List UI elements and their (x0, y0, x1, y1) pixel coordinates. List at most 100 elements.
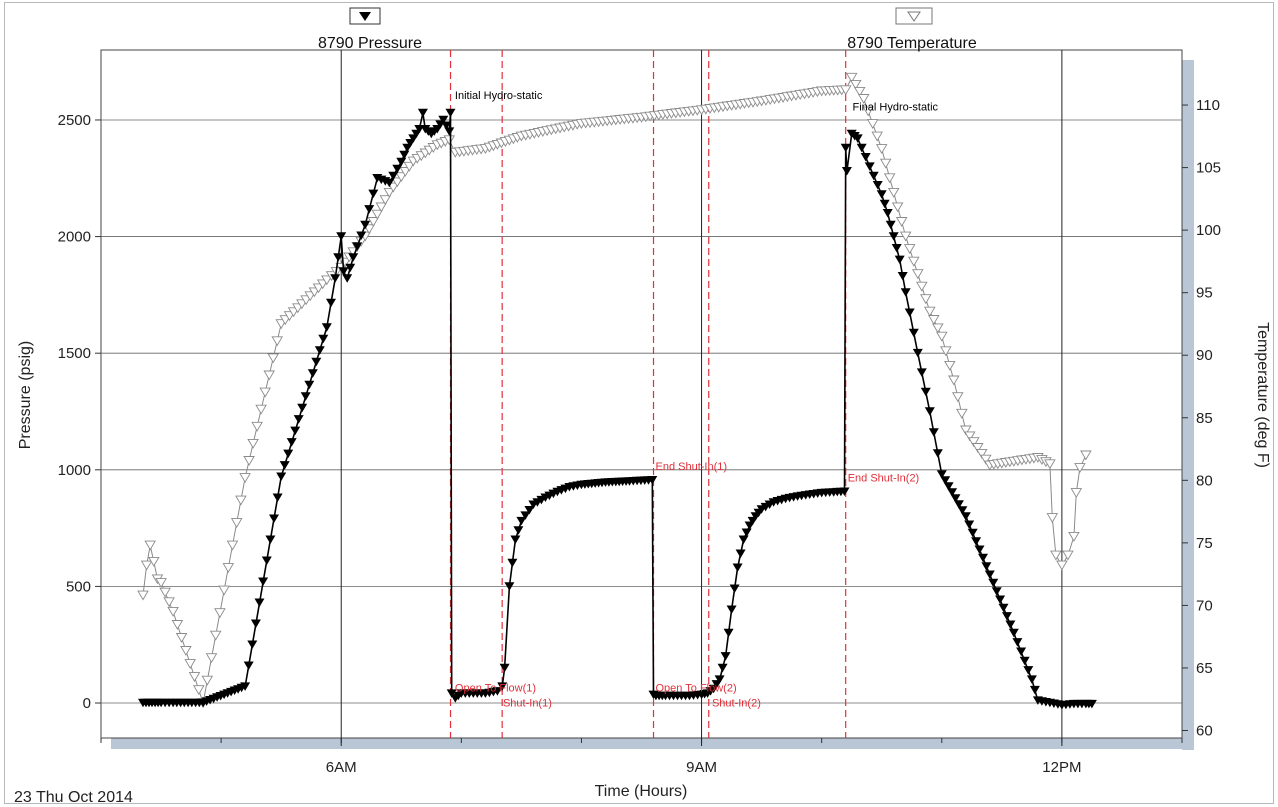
y2-tick-label: 95 (1196, 285, 1213, 302)
pressure-point (524, 506, 535, 515)
x-axis-title: Time (Hours) (595, 783, 688, 800)
temperature-point (839, 85, 852, 96)
pressure-point (330, 274, 341, 283)
pressure-point (726, 605, 737, 614)
pressure-point (964, 520, 975, 529)
pressure-point (1086, 699, 1097, 709)
temperature-point (403, 161, 416, 172)
temperature-point (857, 94, 870, 104)
temperature-point (251, 421, 263, 432)
temperature-point (383, 187, 396, 198)
pressure-point (368, 189, 379, 199)
pressure-point (314, 346, 325, 355)
pressure-point (957, 506, 968, 515)
pressure-point (444, 127, 455, 136)
x-tick-label: 9AM (686, 759, 717, 776)
temperature-point (853, 86, 866, 97)
pressure-point (732, 563, 743, 572)
pressure-point (729, 584, 740, 593)
pressure-point (510, 535, 521, 544)
pressure-point (916, 368, 927, 377)
temperature-point (167, 606, 179, 617)
pressure-point (293, 415, 304, 424)
temperature-point (235, 495, 247, 506)
temperature-point (1056, 560, 1068, 571)
pressure-point (714, 675, 725, 684)
x-tick-label: 6AM (326, 759, 357, 776)
temperature-point (891, 202, 904, 213)
pressure-point (932, 449, 943, 458)
pressure-point (507, 558, 518, 568)
temperature-point (866, 119, 879, 129)
y-axis-title: Pressure (psig) (17, 341, 34, 449)
pressure-point (900, 288, 911, 297)
pressure-point (243, 661, 254, 670)
pressure-point (894, 255, 905, 265)
y2-tick-label: 90 (1196, 347, 1213, 364)
temperature-point (226, 540, 239, 551)
y2-tick-label: 80 (1196, 472, 1213, 489)
pressure-point (250, 619, 261, 628)
temperature-point (960, 425, 972, 436)
pressure-point (1005, 620, 1016, 629)
y2-axis-title: Temperature (deg F) (1254, 322, 1271, 468)
pressure-point (974, 545, 985, 554)
event-annotation: Shut-In(1) (503, 698, 552, 710)
temperature-point (936, 331, 948, 342)
temperature-point (222, 563, 235, 573)
temperature-point (972, 443, 984, 453)
event-annotation: Initial Hydro-static (455, 90, 543, 102)
temperature-point (871, 131, 883, 142)
temperature-point (845, 72, 858, 83)
pressure-point (520, 511, 531, 520)
pressure-point (1012, 638, 1023, 647)
event-annotation: End Shut-In(2) (848, 472, 920, 484)
pressure-point (936, 470, 947, 479)
pressure-point (283, 449, 294, 459)
pressure-point (971, 537, 982, 546)
temperature-point (862, 106, 874, 117)
temperature-point (980, 454, 992, 465)
temperature-point (920, 294, 932, 305)
pressure-point (912, 348, 923, 358)
temperature-point (137, 590, 149, 601)
pressure-point (516, 516, 527, 526)
pressure-point (897, 272, 908, 281)
pressure-point (920, 387, 931, 397)
event-annotation: Shut-In(2) (712, 698, 761, 710)
pressure-point (928, 428, 939, 437)
legend-temperature-marker-icon (907, 11, 921, 22)
pressure-point (924, 407, 935, 416)
temperature-point (367, 217, 380, 227)
temperature-point (964, 431, 976, 442)
y2-tick-label: 110 (1196, 97, 1220, 114)
temperature-point (968, 437, 980, 448)
temperature-point (956, 408, 968, 419)
temperature-point (875, 144, 888, 154)
temperature-point (193, 685, 205, 696)
temperature-point (267, 353, 279, 364)
pressure-point (984, 570, 995, 579)
pressure-point (396, 157, 407, 167)
pressure-point (947, 488, 958, 497)
temperature-point (363, 224, 375, 235)
temperature-point (321, 275, 333, 286)
temperature-point (379, 195, 392, 206)
pressure-point (258, 577, 269, 586)
pressure-point (1002, 612, 1012, 621)
temperature-point (255, 404, 267, 415)
temperature-point (976, 448, 988, 459)
temperature-point (180, 646, 192, 656)
pressure-point (254, 598, 265, 607)
y2-tick-label: 100 (1196, 222, 1221, 239)
date-label: 23 Thu Oct 2014 (14, 789, 133, 806)
temperature-point (395, 172, 408, 183)
temperature-point (159, 587, 171, 598)
pressure-point (860, 153, 871, 162)
temperature-point (879, 158, 892, 169)
pressure-point (953, 500, 964, 509)
y2-tick-label: 70 (1196, 597, 1213, 614)
temperature-point (1050, 550, 1062, 561)
temperature-point (247, 438, 259, 449)
